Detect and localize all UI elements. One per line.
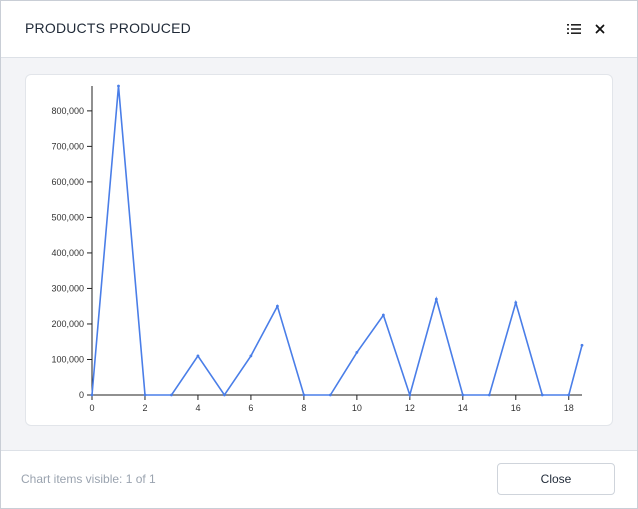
x-tick-label: 12 (405, 403, 415, 413)
data-point (117, 84, 120, 88)
data-point (487, 393, 491, 397)
y-tick-label: 500,000 (51, 212, 84, 222)
x-tick-label: 14 (458, 403, 468, 413)
data-point (461, 393, 465, 397)
dialog-title: PRODUCTS PRODUCED (25, 20, 191, 36)
x-tick-label: 0 (89, 403, 94, 413)
data-point (249, 354, 253, 358)
data-point (170, 393, 173, 397)
data-point (408, 393, 412, 397)
close-icon[interactable] (590, 19, 610, 39)
chart-card: 0 100,000 200,000 300,000 400,000 500,000 600,… (25, 74, 613, 426)
y-tick-label: 200,000 (51, 319, 84, 329)
data-point (567, 393, 571, 397)
y-tick-label: 600,000 (51, 177, 84, 187)
line-chart: 0 100,000 200,000 300,000 400,000 500,000 600,… (51, 84, 584, 413)
data-point (90, 393, 94, 397)
data-point (196, 354, 200, 358)
data-point (143, 393, 147, 397)
y-tick-label: 100,000 (51, 354, 84, 364)
x-tick-label: 10 (352, 403, 362, 413)
y-tick-label: 0 (79, 390, 84, 400)
x-tick-label: 18 (564, 403, 574, 413)
data-point (302, 393, 306, 397)
chart-items-status: Chart items visible: 1 of 1 (21, 472, 156, 486)
x-tick-label: 6 (248, 403, 253, 413)
y-tick-label: 300,000 (51, 283, 84, 293)
dialog-header: PRODUCTS PRODUCED (1, 1, 637, 58)
series-line (91, 85, 583, 398)
x-tick-label: 16 (511, 403, 521, 413)
data-point (328, 393, 332, 397)
x-tick-label: 8 (301, 403, 306, 413)
close-button[interactable]: Close (497, 463, 615, 495)
x-tick-label: 2 (142, 403, 147, 413)
data-point (580, 343, 584, 347)
dialog-footer: Chart items visible: 1 of 1 Close (1, 450, 637, 508)
data-point (276, 304, 279, 308)
y-tick-label: 800,000 (51, 106, 84, 116)
data-point (434, 297, 438, 301)
data-point (381, 313, 385, 317)
data-point (355, 350, 359, 354)
data-point (540, 393, 544, 397)
x-tick-label: 4 (195, 403, 200, 413)
data-point (514, 301, 518, 305)
data-point (223, 393, 226, 397)
dialog-body: 0 100,000 200,000 300,000 400,000 500,000 600,… (1, 58, 637, 450)
y-tick-label: 700,000 (51, 141, 84, 151)
list-icon[interactable] (564, 19, 584, 39)
y-tick-label: 400,000 (51, 248, 84, 258)
